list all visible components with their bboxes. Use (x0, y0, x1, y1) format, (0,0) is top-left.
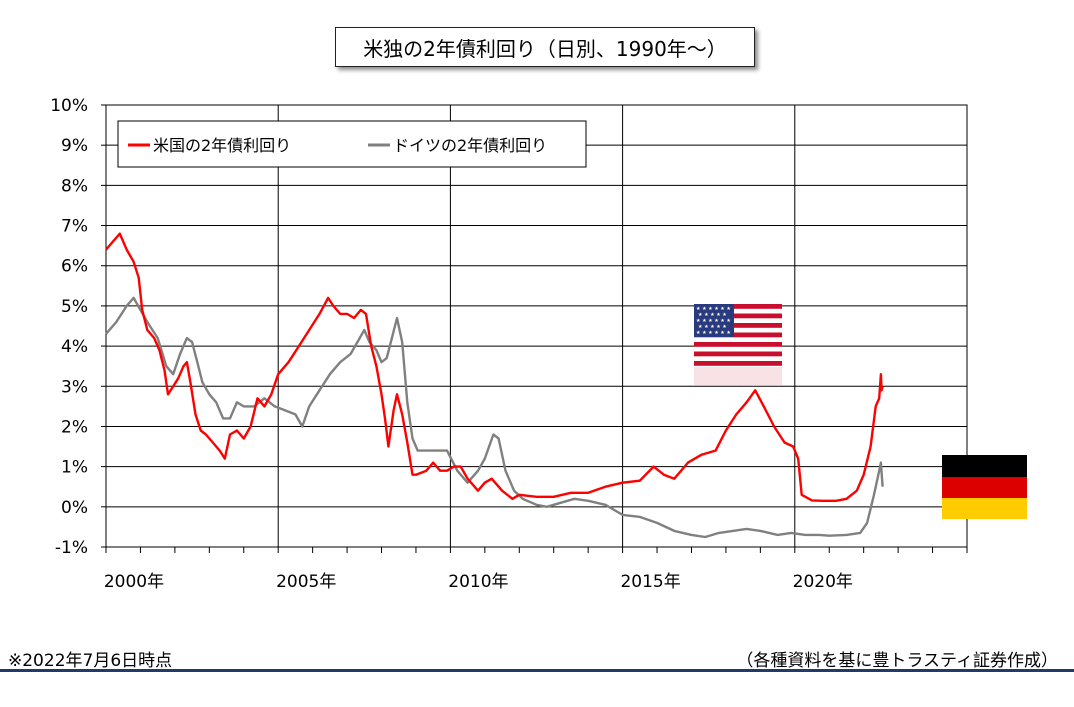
y-tick-label: 1% (61, 458, 88, 478)
legend-label: ドイツの2年債利回り (393, 136, 547, 155)
y-tick-label: 8% (61, 176, 88, 196)
legend: 米国の2年債利回り ドイツの2年債利回り (117, 120, 587, 168)
svg-text:★ ★ ★ ★ ★: ★ ★ ★ ★ ★ (698, 312, 727, 318)
y-axis-labels: 10% 9% 8% 7% 6% 5% 4% 3% 2% 1% 0% -1% (50, 96, 88, 558)
plot-frame (105, 104, 968, 548)
series-layer (105, 232, 884, 539)
svg-text:★ ★ ★ ★ ★ ★: ★ ★ ★ ★ ★ ★ (696, 306, 731, 312)
x-axis-labels: 2000年 2005年 2010年 2015年 2020年 (104, 572, 853, 592)
svg-text:★ ★ ★ ★ ★ ★: ★ ★ ★ ★ ★ ★ (696, 318, 731, 324)
y-tick-label: 0% (61, 498, 88, 518)
legend-frame (117, 120, 587, 168)
german-flag-icon (942, 455, 1027, 519)
series-line-0 (105, 232, 884, 502)
footnote-source: （各種資料を基に豊トラスティ証券作成） (736, 651, 1058, 671)
svg-text:★ ★ ★ ★ ★: ★ ★ ★ ★ ★ (698, 324, 727, 330)
x-tick-label: 2015年 (620, 572, 680, 592)
y-tick-label: 4% (61, 337, 88, 357)
y-tick-label: 5% (61, 297, 88, 317)
y-tick-label: 7% (61, 217, 88, 237)
legend-label: 米国の2年債利回り (153, 136, 291, 155)
x-tick-label: 2000年 (104, 572, 164, 592)
y-tick-label: -1% (55, 538, 88, 558)
y-tick-label: 3% (61, 377, 88, 397)
chart-axes (101, 104, 968, 553)
y-tick-label: 9% (61, 136, 88, 156)
y-tick-label: 10% (50, 96, 88, 116)
svg-text:★ ★ ★ ★ ★ ★: ★ ★ ★ ★ ★ ★ (696, 330, 731, 336)
chart: 10% 9% 8% 7% 6% 5% 4% 3% 2% 1% 0% -1% 2000年 2005年 201… (50, 96, 1027, 592)
y-tick-label: 6% (61, 257, 88, 277)
chart-grid (105, 104, 967, 548)
bottom-rule (0, 669, 1074, 672)
footnote-date: ※2022年7月6日時点 (8, 651, 173, 671)
y-tick-label: 2% (61, 417, 88, 437)
x-tick-label: 2010年 (448, 572, 508, 592)
us-flag-icon: ★ ★ ★ ★ ★ ★ ★ ★ ★ ★ ★ ★ ★ ★ ★ ★ ★ ★ ★ ★ … (694, 304, 782, 385)
chart-title: 米独の2年債利回り（日別、1990年～） (335, 27, 755, 67)
x-tick-label: 2020年 (793, 572, 853, 592)
x-tick-label: 2005年 (276, 572, 336, 592)
series-line-1 (105, 296, 884, 539)
